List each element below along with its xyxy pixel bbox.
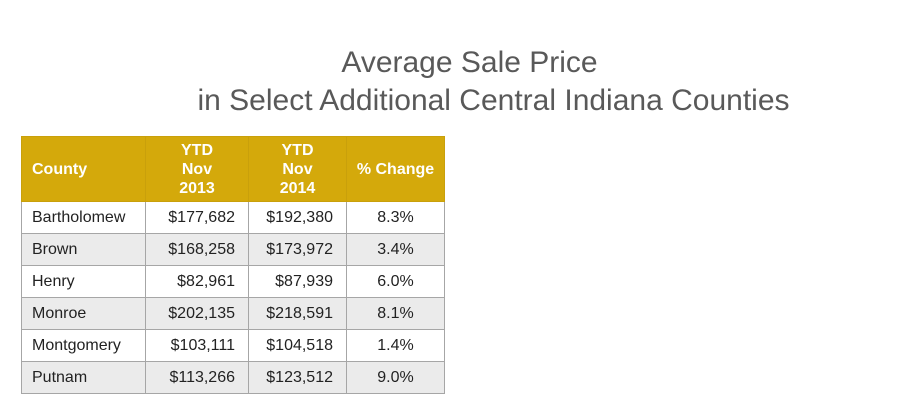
cell-county: Henry bbox=[21, 265, 146, 298]
cell-ytd-2014: $218,591 bbox=[248, 297, 347, 330]
cell-ytd-2013: $202,135 bbox=[145, 297, 249, 330]
header-ytd-2014: YTD Nov 2014 bbox=[248, 136, 347, 202]
cell-ytd-2013: $103,111 bbox=[145, 329, 249, 362]
cell-ytd-2014: $104,518 bbox=[248, 329, 347, 362]
header-ytd-2014-line: 2014 bbox=[279, 179, 316, 197]
header-ytd-2014-line: Nov bbox=[282, 160, 313, 178]
cell-pct-change: 8.3% bbox=[346, 201, 445, 234]
cell-pct-change: 8.1% bbox=[346, 297, 445, 330]
cell-ytd-2014: $192,380 bbox=[248, 201, 347, 234]
cell-pct-change: 9.0% bbox=[346, 361, 445, 394]
cell-county: Monroe bbox=[21, 297, 146, 330]
cell-ytd-2013: $177,682 bbox=[145, 201, 249, 234]
header-county: County bbox=[21, 136, 146, 202]
sale-price-table: County YTD Nov 2013 YTD Nov 2014 % Chang… bbox=[21, 136, 445, 394]
cell-county: Putnam bbox=[21, 361, 146, 394]
header-ytd-2013-line: 2013 bbox=[179, 179, 215, 197]
cell-ytd-2014: $123,512 bbox=[248, 361, 347, 394]
header-ytd-2013: YTD Nov 2013 bbox=[145, 136, 249, 202]
header-pct-change-line: % Change bbox=[356, 160, 435, 178]
cell-county: Bartholomew bbox=[21, 201, 146, 234]
table-row: Henry $82,961 $87,939 6.0% bbox=[21, 265, 445, 298]
cell-pct-change: 1.4% bbox=[346, 329, 445, 362]
title-line-1: Average Sale Price bbox=[341, 46, 598, 79]
table-row: Montgomery $103,111 $104,518 1.4% bbox=[21, 329, 445, 362]
cell-county: Brown bbox=[21, 233, 146, 266]
cell-ytd-2013: $82,961 bbox=[145, 265, 249, 298]
cell-ytd-2013: $168,258 bbox=[145, 233, 249, 266]
table-row: Brown $168,258 $173,972 3.4% bbox=[21, 233, 445, 266]
header-pct-change: % Change bbox=[346, 136, 445, 202]
cell-pct-change: 3.4% bbox=[346, 233, 445, 266]
cell-ytd-2013: $113,266 bbox=[145, 361, 249, 394]
cell-pct-change: 6.0% bbox=[346, 265, 445, 298]
header-ytd-2014-line: YTD bbox=[281, 141, 314, 159]
cell-ytd-2014: $87,939 bbox=[248, 265, 347, 298]
header-row: County YTD Nov 2013 YTD Nov 2014 % Chang… bbox=[21, 136, 445, 202]
cell-ytd-2014: $173,972 bbox=[248, 233, 347, 266]
header-ytd-2013-line: Nov bbox=[181, 160, 213, 178]
table-row: Putnam $113,266 $123,512 9.0% bbox=[21, 361, 445, 394]
table-row: Bartholomew $177,682 $192,380 8.3% bbox=[21, 201, 445, 234]
header-ytd-2013-line: YTD bbox=[181, 141, 213, 159]
chart-title: Average Sale Price in Select Additional … bbox=[0, 44, 909, 120]
table-row: Monroe $202,135 $218,591 8.1% bbox=[21, 297, 445, 330]
cell-county: Montgomery bbox=[21, 329, 146, 362]
header-county-line: County bbox=[32, 160, 88, 178]
title-line-2: in Select Additional Central Indiana Cou… bbox=[197, 84, 790, 117]
